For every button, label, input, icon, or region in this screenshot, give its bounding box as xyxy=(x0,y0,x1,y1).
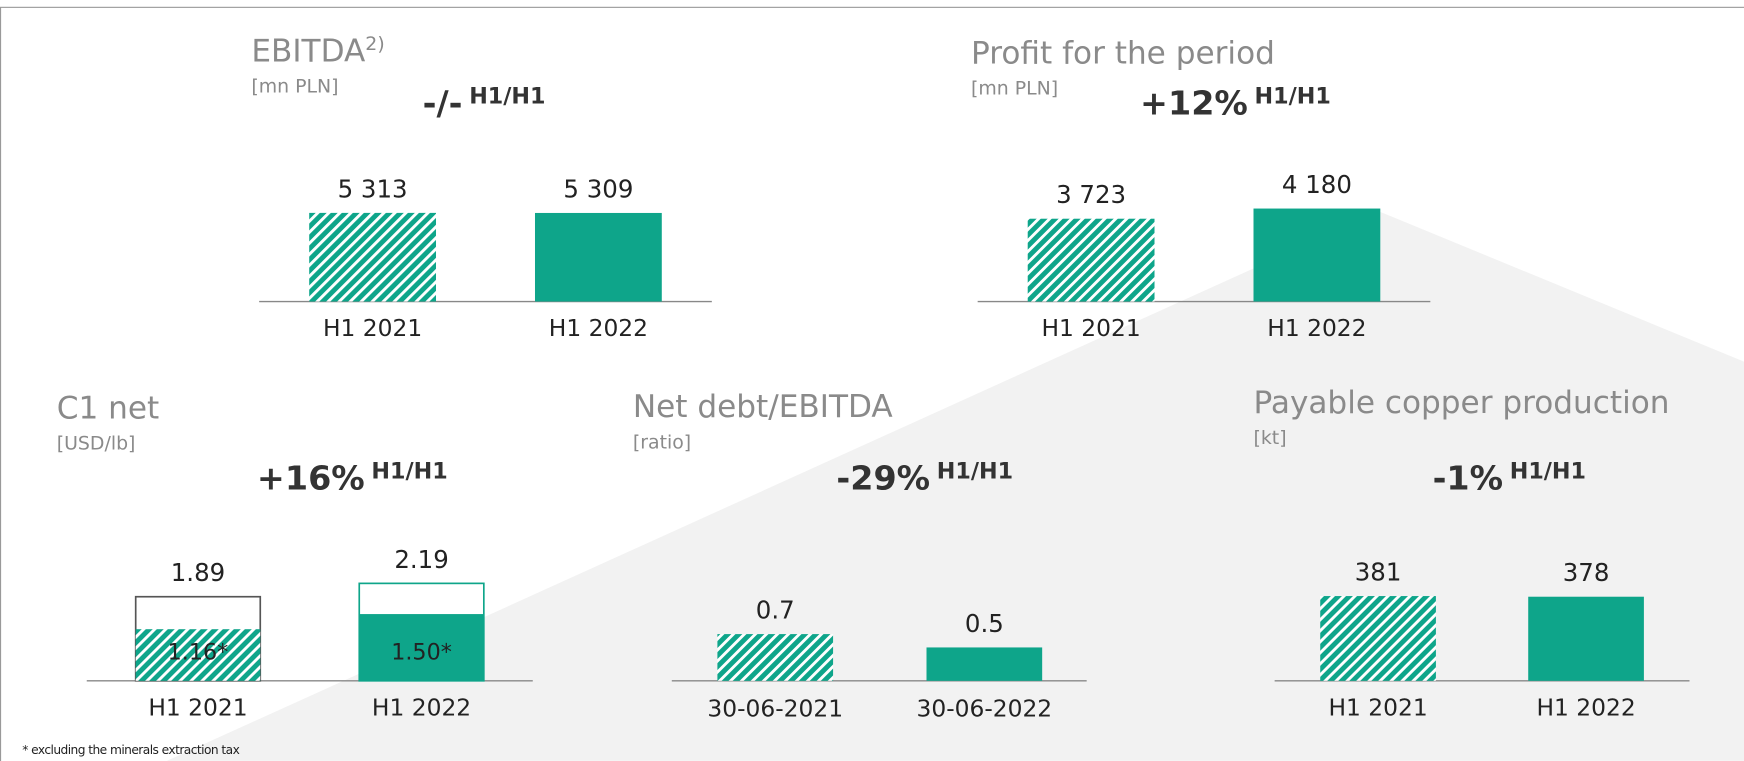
change: -1% H1/H1 xyxy=(1433,458,1586,497)
value-label: 378 xyxy=(1563,558,1610,587)
value-label: 0.7 xyxy=(756,596,795,625)
chart-panel: Profit for the period [mn PLN] +12% H1/H1 H1… xyxy=(971,36,1431,342)
bar-inner xyxy=(135,629,261,681)
chart-subtitle: [kt] xyxy=(1254,427,1287,449)
title-note: 2) xyxy=(365,33,384,55)
change-period: H1/H1 xyxy=(1255,84,1331,110)
change-period: H1/H1 xyxy=(937,458,1013,484)
change: -29% H1/H1 xyxy=(836,458,1013,497)
value-label: 5 313 xyxy=(338,174,408,203)
chart-panel: C1 net [USD/lb] +16% H1/H1 H1 2021 1.16* 1.89 H… xyxy=(57,390,533,721)
title-text: Profit for the period xyxy=(971,36,1275,72)
bar xyxy=(1253,208,1381,302)
chart-panel: Net debt/EBITDA [ratio] -29% H1/H1 30-06-202… xyxy=(633,389,1087,722)
value-label: 0.5 xyxy=(965,609,1004,638)
chart-subtitle: [ratio] xyxy=(633,431,691,453)
bar xyxy=(717,634,834,681)
change: +12% H1/H1 xyxy=(1140,84,1331,123)
chart-title: Net debt/EBITDA xyxy=(633,389,894,425)
chart-panel: Payable copper production [kt] -1% H1/H1 H1 … xyxy=(1254,385,1690,721)
chart-title: EBITDA2) xyxy=(251,33,384,69)
value-label: 4 180 xyxy=(1282,170,1352,199)
title-text: Net debt/EBITDA xyxy=(633,389,894,425)
title-text: C1 net xyxy=(57,390,160,426)
x-tick-label: 30-06-2021 xyxy=(707,694,843,722)
chart-subtitle: [USD/lb] xyxy=(57,432,136,454)
x-tick-label: H1 2022 xyxy=(1536,693,1635,721)
bar xyxy=(926,647,1043,681)
change-value: +16% xyxy=(257,458,365,497)
inner-value-label: 1.50* xyxy=(391,640,452,666)
x-tick-label: H1 2022 xyxy=(1267,314,1366,342)
value-label: 1.89 xyxy=(171,558,225,587)
x-tick-label: H1 2022 xyxy=(372,693,471,721)
chart-title: Payable copper production xyxy=(1254,385,1670,421)
change-value: -/- xyxy=(423,84,463,123)
chart-title: C1 net xyxy=(57,390,160,426)
bar-inner xyxy=(359,614,484,681)
title-text: Payable copper production xyxy=(1254,385,1670,421)
frame xyxy=(0,6,1744,761)
x-tick-label: H1 2021 xyxy=(148,693,247,721)
x-tick-label: H1 2022 xyxy=(549,314,648,342)
bar xyxy=(1528,596,1644,681)
change-period: H1/H1 xyxy=(469,84,545,110)
x-tick-label: 30-06-2022 xyxy=(917,694,1053,722)
bar xyxy=(534,212,662,302)
chart-subtitle: [mn PLN] xyxy=(971,78,1058,100)
change: -/- H1/H1 xyxy=(423,84,546,123)
value-label: 3 723 xyxy=(1056,180,1126,209)
value-label: 381 xyxy=(1355,557,1402,586)
x-tick-label: H1 2021 xyxy=(1041,314,1140,342)
bar xyxy=(1320,596,1436,681)
inner-value-label: 1.16* xyxy=(168,640,229,666)
value-label: 2.19 xyxy=(394,545,448,574)
bar xyxy=(1027,218,1155,302)
change-period: H1/H1 xyxy=(371,458,447,484)
footnote: * excluding the minerals extraction tax xyxy=(22,743,239,757)
chart-title: Profit for the period xyxy=(971,36,1275,72)
chart-panel: EBITDA2) [mn PLN] -/- H1/H1 H1 2021 5 313 H1 2… xyxy=(251,33,712,342)
value-label: 5 309 xyxy=(563,174,633,203)
change-value: -1% xyxy=(1433,458,1503,497)
bar xyxy=(309,212,436,302)
change-value: -29% xyxy=(836,458,930,497)
change-value: +12% xyxy=(1140,84,1248,123)
x-tick-label: H1 2021 xyxy=(323,314,422,342)
x-tick-label: H1 2021 xyxy=(1328,693,1427,721)
change-period: H1/H1 xyxy=(1510,458,1586,484)
title-text: EBITDA xyxy=(251,33,366,69)
chart-subtitle: [mn PLN] xyxy=(251,75,338,97)
change: +16% H1/H1 xyxy=(257,458,448,497)
